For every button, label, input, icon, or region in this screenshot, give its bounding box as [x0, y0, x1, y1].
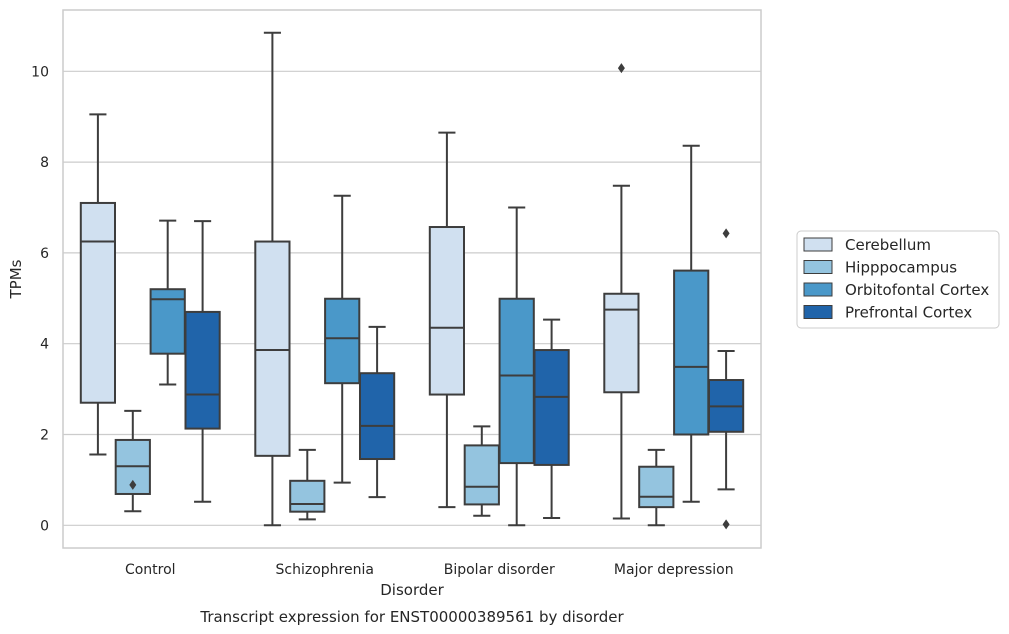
chart-title: Transcript expression for ENST0000038956…: [199, 608, 624, 626]
box-iqr: [358, 372, 396, 461]
box-iqr: [463, 444, 500, 506]
box-plot-area: [79, 31, 745, 530]
y-tick-label: 2: [40, 427, 49, 443]
box-orbitofontal-cortex-1: [324, 194, 361, 484]
box-iqr: [184, 310, 221, 430]
plot-frame: [62, 9, 762, 549]
y-tick-label: 8: [40, 155, 49, 171]
box-prefrontal-cortex-0: [184, 220, 221, 503]
y-tick-label: 4: [40, 337, 49, 353]
y-tick-label: 10: [31, 64, 49, 80]
box-iqr: [603, 292, 640, 394]
y-axis-label: TPMs: [7, 259, 25, 299]
box-orbitofontal-cortex-3: [673, 144, 710, 503]
box-iqr: [638, 465, 675, 509]
y-tick-label: 0: [40, 518, 49, 534]
legend-label: Cerebellum: [845, 236, 931, 254]
box-iqr: [324, 297, 361, 385]
box-iqr: [498, 297, 535, 465]
legend-swatch: [803, 305, 833, 319]
x-axis-ticks: Control Schizophrenia Bipolar disorder Majo…: [125, 562, 734, 578]
box-prefrontal-cortex-2: [533, 318, 570, 520]
legend-label: Prefrontal Cortex: [845, 304, 972, 322]
x-axis-label: Disorder: [380, 581, 444, 599]
box-orbitofontal-cortex-0: [149, 219, 186, 386]
box-cerebellum-0: [79, 113, 117, 456]
legend: Cerebellum Hipppocampus Orbitofontal Corte…: [796, 230, 1000, 329]
y-axis-ticks: 0 2 4 6 8 10: [31, 64, 49, 534]
box-iqr: [533, 349, 570, 466]
box-iqr: [289, 479, 326, 513]
box-cerebellum-3: [603, 63, 640, 520]
box-iqr: [79, 201, 117, 404]
x-tick-label: Control: [125, 562, 176, 578]
x-tick-label: Major depression: [614, 562, 734, 578]
x-tick-label: Bipolar disorder: [444, 562, 555, 578]
legend-swatch: [803, 282, 833, 297]
box-iqr: [673, 269, 710, 436]
box-orbitofontal-cortex-2: [498, 206, 535, 527]
box-hipppocampus-3: [638, 448, 675, 527]
outlier-point: [722, 519, 730, 530]
outlier-point: [617, 63, 625, 74]
box-cerebellum-1: [254, 31, 291, 527]
box-prefrontal-cortex-3: [707, 228, 745, 530]
legend-swatch: [803, 260, 833, 274]
legend-label: Orbitofontal Cortex: [845, 281, 989, 299]
box-hipppocampus-1: [289, 448, 326, 521]
y-tick-label: 6: [40, 246, 49, 262]
legend-swatch: [803, 237, 833, 252]
box-iqr: [428, 226, 466, 396]
box-cerebellum-2: [428, 131, 466, 509]
legend-label: Hipppocampus: [845, 259, 957, 277]
box-iqr: [254, 240, 291, 457]
legend-frame: [796, 230, 1000, 329]
outlier-point: [722, 228, 730, 239]
x-tick-label: Schizophrenia: [276, 562, 374, 578]
outlier-point: [129, 479, 137, 490]
box-hipppocampus-2: [463, 425, 500, 517]
box-hipppocampus-0: [114, 409, 151, 513]
box-prefrontal-cortex-1: [358, 325, 396, 499]
